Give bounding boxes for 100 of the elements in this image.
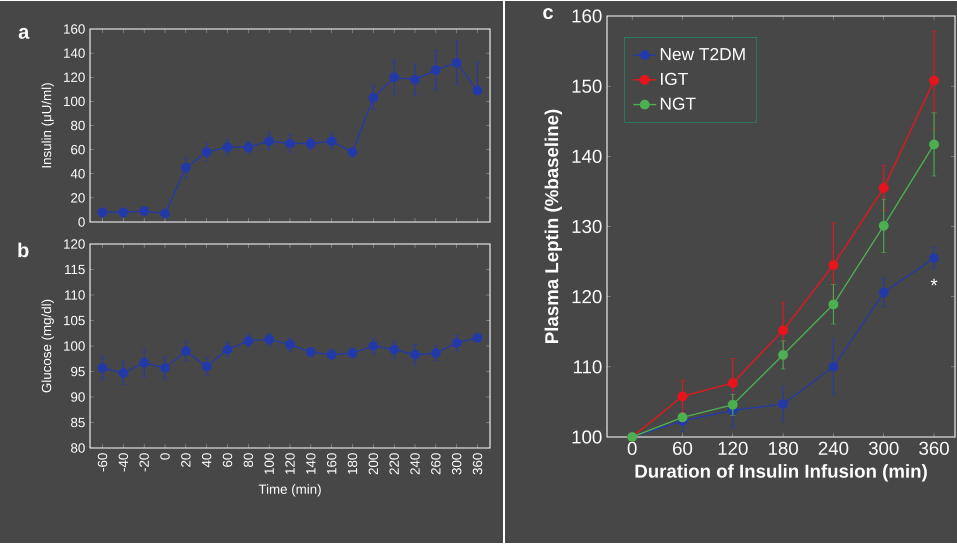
y-tick-label: 120 — [64, 239, 85, 249]
point — [139, 206, 150, 216]
y-tick-label: 120 — [572, 290, 602, 304]
point — [452, 58, 462, 68]
point — [728, 378, 738, 388]
x-tick-label: 80 — [244, 453, 254, 467]
point — [306, 138, 316, 149]
point — [472, 86, 482, 96]
x-tick-label: 360 — [472, 453, 482, 474]
x-tick-label: 120 — [285, 453, 295, 474]
x-tick-label: 360 — [919, 442, 949, 455]
x-tick-label: 300 — [868, 442, 899, 455]
point — [878, 288, 889, 298]
text: c — [543, 8, 553, 20]
point — [222, 344, 232, 355]
x-tick-label: 180 — [768, 442, 798, 455]
x-tick-label: 20 — [181, 453, 191, 467]
point — [929, 253, 939, 264]
point — [389, 72, 400, 82]
point — [98, 362, 108, 373]
y-tick-label: 140 — [572, 150, 602, 163]
x-tick-label: 40 — [202, 453, 212, 468]
y-tick-label: 110 — [574, 360, 602, 374]
legend-label: IGT — [661, 72, 688, 86]
point — [389, 344, 400, 355]
x-tick-label: 220 — [389, 453, 399, 474]
x-axis-title: Time (min) — [258, 484, 321, 497]
y-axis-title: Glucose (mg/dl) — [41, 300, 54, 392]
point — [285, 340, 295, 350]
y-tick-label: 160 — [572, 9, 602, 23]
x-tick-label: 60 — [673, 442, 692, 455]
point — [430, 348, 441, 358]
point — [430, 65, 441, 75]
legend-label: NGT — [660, 98, 696, 110]
y-tick-label: 40 — [70, 169, 85, 178]
y-tick-label: 80 — [71, 120, 85, 130]
point — [368, 92, 378, 103]
point — [118, 368, 128, 378]
point — [878, 182, 889, 193]
y-tick-label: 60 — [71, 144, 85, 154]
x-tick-label: 160 — [326, 453, 336, 474]
x-tick-label: 200 — [368, 453, 378, 474]
point — [222, 142, 232, 152]
x-tick-label: 140 — [306, 453, 316, 474]
point — [778, 350, 788, 360]
x-tick-label: 120 — [718, 442, 748, 455]
point — [348, 147, 358, 157]
point — [929, 139, 939, 150]
point — [452, 338, 462, 348]
point — [778, 325, 788, 336]
y-tick-label: 90 — [71, 392, 85, 402]
point — [878, 220, 889, 231]
point — [118, 207, 128, 218]
point — [243, 142, 254, 152]
point — [180, 162, 191, 173]
point — [410, 74, 420, 85]
y-tick-label: 0 — [78, 217, 85, 227]
x-tick-label: 180 — [348, 453, 358, 474]
y-tick-label: 150 — [572, 80, 602, 93]
y-tick-label: 100 — [64, 96, 85, 106]
y-tick-label: 105 — [64, 316, 85, 326]
point — [285, 138, 295, 149]
x-axis-title: Duration of Insulin Infusion (min) — [636, 464, 927, 482]
y-axis-title: Plasma Leptin (%baseline) — [544, 110, 562, 343]
y-tick-label: 95 — [71, 366, 85, 376]
x-tick-label: 240 — [410, 453, 420, 474]
x-tick-label: 300 — [452, 453, 462, 474]
y-tick-label: 100 — [572, 430, 602, 444]
x-tick-label: 0 — [628, 442, 637, 455]
point — [326, 136, 337, 146]
point — [929, 76, 939, 86]
point — [139, 358, 150, 368]
point — [98, 207, 108, 218]
point — [778, 399, 788, 409]
point — [306, 347, 316, 358]
legend-label: New T2DM — [660, 48, 745, 60]
x-tick-label: 100 — [264, 453, 274, 474]
y-tick-label: 130 — [572, 220, 602, 234]
point — [472, 332, 482, 343]
point — [828, 362, 838, 372]
text: a — [18, 28, 30, 39]
y-tick-label: 140 — [64, 48, 85, 58]
y-tick-label: 110 — [65, 290, 85, 300]
point — [410, 350, 420, 360]
text: b — [18, 242, 28, 258]
point — [368, 341, 378, 351]
point — [160, 362, 170, 373]
x-tick-label: -20 — [139, 453, 149, 472]
point — [828, 299, 838, 310]
x-tick-label: 0 — [160, 453, 170, 460]
y-tick-label: 85 — [71, 418, 85, 428]
y-axis-title: Insulin (μU/ml) — [41, 83, 54, 168]
y-tick-label: 160 — [64, 24, 85, 34]
y-tick-label: 20 — [71, 193, 85, 203]
x-tick-label: 240 — [818, 442, 848, 455]
annotation: * — [930, 278, 938, 286]
point — [678, 391, 688, 402]
y-tick-label: 120 — [64, 72, 85, 82]
point — [202, 147, 212, 157]
point — [264, 136, 274, 146]
